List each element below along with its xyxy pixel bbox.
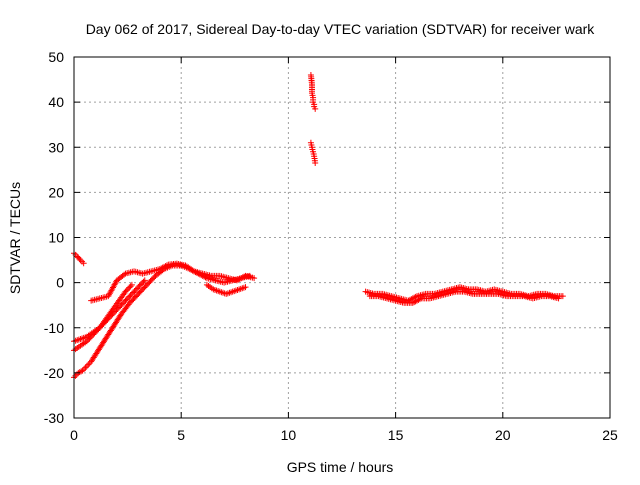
data-point	[121, 299, 128, 306]
data-point	[312, 160, 319, 167]
data-point	[131, 288, 138, 295]
data-point	[126, 293, 133, 300]
data-point	[98, 323, 105, 330]
series-arc-low	[71, 262, 253, 381]
data-point	[117, 303, 124, 310]
y-tick-label: 40	[48, 94, 64, 110]
series-arc-upper	[88, 260, 258, 304]
data-point	[132, 286, 139, 293]
y-tick-label: 50	[48, 49, 64, 65]
data-point	[107, 313, 114, 320]
data-point	[112, 308, 119, 315]
series-flat-track-2	[366, 288, 562, 306]
data-point	[121, 271, 128, 278]
y-tick-label: -30	[44, 410, 64, 426]
data-point	[125, 285, 132, 292]
y-axis-label: SDTVAR / TECUs	[7, 182, 23, 294]
axis-ticks: 0 5 10 15 20 25 -30 -20 -10 0 10 20 30 40 50	[44, 49, 618, 443]
data-point	[141, 277, 148, 284]
data-point	[83, 363, 90, 370]
y-tick-label: 0	[56, 275, 64, 291]
data-point	[119, 300, 126, 307]
data-point	[242, 284, 249, 291]
data-point	[118, 301, 125, 308]
x-tick-label: 0	[70, 427, 78, 443]
data-point	[96, 324, 103, 331]
data-point	[105, 315, 112, 322]
data-point	[85, 361, 92, 368]
data-point	[101, 319, 108, 326]
data-point	[416, 296, 423, 303]
x-tick-label: 20	[495, 427, 511, 443]
data-point	[122, 288, 129, 295]
data-point	[100, 320, 107, 327]
data-point	[103, 317, 110, 324]
data-point	[123, 287, 130, 294]
chart-title: Day 062 of 2017, Sidereal Day-to-day VTE…	[86, 21, 596, 37]
data-point	[128, 281, 135, 288]
data-point	[137, 281, 144, 288]
data-point	[140, 278, 147, 285]
data-point	[80, 260, 87, 267]
x-tick-label: 15	[388, 427, 404, 443]
series-tail-start	[71, 250, 87, 267]
data-point	[82, 364, 89, 371]
data-point	[163, 262, 170, 269]
data-point	[114, 305, 121, 312]
data-point	[251, 275, 258, 282]
data-point	[123, 296, 130, 303]
data-point	[76, 255, 83, 262]
data-points	[71, 72, 566, 381]
data-point	[189, 267, 196, 274]
data-point	[104, 316, 111, 323]
data-point	[99, 322, 106, 329]
data-point	[127, 283, 134, 290]
data-point	[135, 284, 142, 291]
data-point	[113, 307, 120, 314]
data-point	[128, 290, 135, 297]
x-tick-label: 10	[281, 427, 297, 443]
data-point	[555, 295, 562, 302]
data-point	[108, 312, 115, 319]
series-spike-low	[307, 139, 319, 167]
data-point	[109, 311, 116, 318]
y-tick-label: 30	[48, 139, 64, 155]
data-point	[139, 280, 146, 287]
data-point	[125, 294, 132, 301]
data-point	[130, 289, 137, 296]
x-axis-label: GPS time / hours	[287, 459, 394, 475]
data-point	[134, 285, 141, 292]
y-tick-label: 10	[48, 230, 64, 246]
data-point	[136, 282, 143, 289]
data-point	[116, 304, 123, 311]
data-point	[559, 293, 566, 300]
data-point	[122, 297, 129, 304]
data-point	[312, 105, 319, 112]
x-tick-label: 5	[177, 427, 185, 443]
x-tick-label: 25	[602, 427, 618, 443]
data-point	[126, 284, 133, 291]
grid	[74, 57, 610, 418]
data-point	[127, 292, 134, 299]
data-point	[72, 372, 79, 379]
y-tick-label: 20	[48, 184, 64, 200]
series-loop-low	[203, 281, 249, 297]
y-tick-label: -20	[44, 365, 64, 381]
data-point	[110, 309, 117, 316]
series-spike-high	[307, 72, 319, 112]
y-tick-label: -10	[44, 320, 64, 336]
